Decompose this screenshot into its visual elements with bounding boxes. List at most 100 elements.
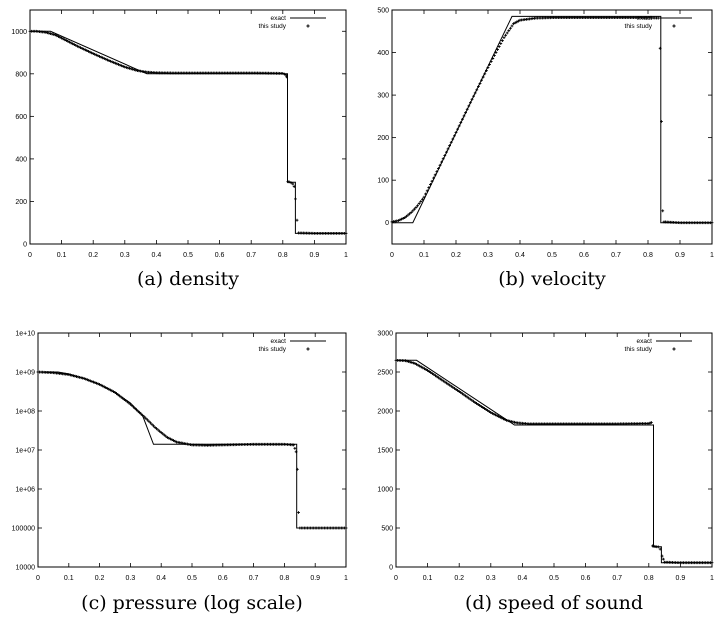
x-tick-label: 0.9 — [310, 575, 320, 582]
data-point — [69, 41, 73, 45]
series-exact-line — [38, 371, 346, 529]
data-point — [498, 415, 502, 419]
data-point — [438, 163, 442, 167]
data-point — [84, 377, 88, 381]
data-point — [172, 439, 175, 442]
data-point — [440, 160, 443, 164]
data-point — [488, 63, 491, 66]
data-point — [64, 39, 68, 42]
data-point — [465, 395, 469, 399]
data-point — [483, 407, 486, 410]
data-point — [502, 417, 505, 421]
legend-label-exact: exact — [270, 338, 286, 345]
data-point — [61, 37, 65, 41]
data-point — [486, 409, 490, 412]
x-tick-label: 0.7 — [611, 252, 621, 259]
data-point — [445, 150, 448, 154]
data-point — [434, 374, 437, 378]
data-point — [461, 117, 464, 121]
data-point — [457, 390, 461, 393]
data-point — [660, 120, 663, 123]
data-point — [79, 46, 82, 50]
data-point — [101, 384, 105, 388]
data-point — [473, 401, 477, 404]
data-point — [441, 157, 445, 161]
data-point — [116, 393, 120, 397]
y-tick-label: 800 — [15, 71, 27, 78]
data-point — [416, 204, 419, 208]
data-point — [416, 363, 420, 367]
data-point — [493, 54, 496, 57]
x-tick-label: 0.5 — [187, 575, 197, 582]
data-point — [499, 42, 503, 46]
data-point — [123, 65, 127, 69]
chart-3: 0 0.1 0.2 0.3 0.4 0.5 0.6 0.7 0.8 0.9 1 0 500 1000 150… — [377, 331, 714, 583]
data-point — [457, 124, 461, 128]
data-point — [118, 394, 122, 398]
data-point — [414, 206, 418, 209]
data-point — [106, 58, 109, 62]
data-point — [494, 51, 498, 54]
data-point — [460, 392, 464, 396]
data-point — [448, 383, 452, 387]
data-point — [127, 401, 131, 405]
y-tick-label: 400 — [15, 156, 27, 163]
data-point — [468, 397, 472, 401]
data-point — [424, 192, 427, 196]
legend-label-exact: exact — [636, 15, 652, 22]
data-point — [129, 67, 133, 71]
data-point — [483, 72, 487, 76]
data-point — [294, 197, 297, 201]
data-point — [401, 216, 405, 220]
data-point — [504, 33, 507, 37]
data-point — [430, 372, 434, 375]
data-point — [121, 64, 125, 68]
x-tick-label: 0.4 — [152, 252, 162, 259]
data-point — [124, 66, 128, 69]
data-point — [465, 107, 469, 111]
data-point — [497, 415, 501, 418]
series-exact-line — [396, 359, 712, 564]
y-tick-label: 1e+08 — [15, 409, 35, 416]
data-point — [490, 411, 494, 415]
data-point — [454, 131, 458, 134]
data-point — [462, 393, 466, 397]
data-point — [485, 69, 488, 73]
data-point — [85, 49, 89, 53]
plot-frame — [395, 332, 713, 568]
data-point — [98, 55, 101, 58]
data-point — [432, 176, 435, 180]
data-point — [74, 43, 78, 47]
y-tick-label: 1000 — [377, 487, 393, 494]
data-point — [82, 47, 86, 51]
data-point — [429, 183, 432, 186]
x-tick-label: 0.8 — [643, 252, 653, 259]
data-point — [108, 388, 112, 392]
data-point — [88, 379, 92, 383]
data-point — [489, 60, 493, 63]
data-point — [112, 61, 116, 64]
y-tick-label: 2000 — [377, 409, 393, 416]
data-point — [449, 384, 453, 388]
plot-frame — [391, 9, 713, 245]
x-tick-label: 0.2 — [451, 252, 461, 259]
data-point — [489, 411, 493, 414]
data-point — [464, 394, 467, 398]
data-point — [476, 403, 480, 406]
y-tick-label: 1e+07 — [15, 448, 35, 455]
data-point — [475, 402, 478, 405]
data-point — [435, 170, 439, 174]
x-tick-label: 0.1 — [57, 252, 67, 259]
x-tick-label: 0.2 — [88, 252, 98, 259]
x-tick-label: 1 — [710, 252, 714, 259]
data-point — [91, 52, 95, 56]
data-point — [710, 221, 714, 225]
data-point — [451, 385, 455, 389]
x-tick-label: 0 — [28, 252, 32, 259]
x-tick-label: 0.3 — [483, 252, 493, 259]
data-point — [105, 387, 109, 390]
data-point — [138, 411, 142, 415]
y-tick-label: 1500 — [377, 448, 393, 455]
data-point — [115, 62, 119, 66]
data-point — [413, 362, 417, 365]
